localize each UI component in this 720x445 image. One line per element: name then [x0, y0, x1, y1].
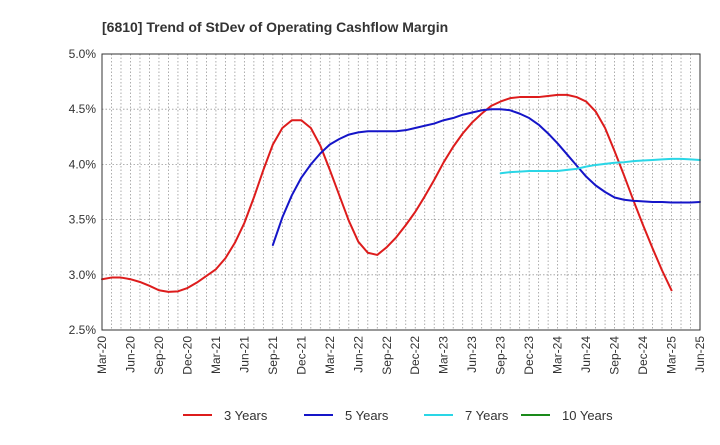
x-tick-label: Mar-25: [665, 336, 679, 374]
legend-label: 5 Years: [345, 408, 389, 423]
series-line-7-years: [499, 157, 701, 175]
series-lines: [101, 93, 701, 293]
x-tick-label: Sep-24: [608, 336, 622, 375]
y-tick-label: 5.0%: [69, 47, 97, 61]
x-tick-label: Sep-22: [380, 336, 394, 375]
x-axis: Mar-20 Jun-20 Sep-20 Dec-20 Mar-21 Jun-21 Sep-…: [95, 336, 707, 375]
legend-label: 7 Years: [465, 408, 509, 423]
x-tick-label: Jun-25: [693, 336, 707, 373]
series-line-3-years: [101, 93, 673, 293]
legend-label: 3 Years: [224, 408, 268, 423]
x-tick-label: Jun-20: [123, 336, 137, 373]
y-tick-label: 3.5%: [69, 213, 97, 227]
x-tick-label: Jun-23: [465, 336, 479, 373]
x-tick-label: Mar-22: [323, 336, 337, 374]
x-tick-label: Dec-20: [180, 336, 194, 375]
legend: 3 Years 5 Years 7 Years 10 Years: [183, 408, 613, 423]
x-tick-label: Sep-21: [266, 336, 280, 375]
x-tick-label: Dec-23: [522, 336, 536, 375]
x-tick-label: Sep-23: [494, 336, 508, 375]
x-tick-label: Dec-24: [636, 336, 650, 375]
y-tick-label: 4.0%: [69, 157, 97, 171]
x-tick-label: Jun-24: [579, 336, 593, 373]
x-tick-label: Jun-22: [351, 336, 365, 373]
x-tick-label: Mar-23: [437, 336, 451, 374]
x-tick-label: Mar-24: [551, 336, 565, 374]
series-line-5-years: [271, 108, 701, 246]
y-tick-label: 3.0%: [69, 268, 97, 282]
plot-frame: [101, 53, 701, 331]
chart-title: [6810] Trend of StDev of Operating Cashf…: [102, 19, 448, 35]
y-tick-label: 4.5%: [69, 102, 97, 116]
x-tick-label: Jun-21: [237, 336, 251, 373]
x-tick-label: Mar-20: [95, 336, 109, 374]
y-axis: 2.5% 3.0% 3.5% 4.0% 4.5% 5.0%: [69, 47, 97, 337]
legend-label: 10 Years: [562, 408, 613, 423]
x-tick-label: Dec-22: [408, 336, 422, 375]
x-tick-label: Sep-20: [152, 336, 166, 375]
y-tick-label: 2.5%: [69, 323, 97, 337]
x-tick-label: Mar-21: [209, 336, 223, 374]
x-tick-label: Dec-21: [294, 336, 308, 375]
plot-area: [102, 54, 700, 330]
